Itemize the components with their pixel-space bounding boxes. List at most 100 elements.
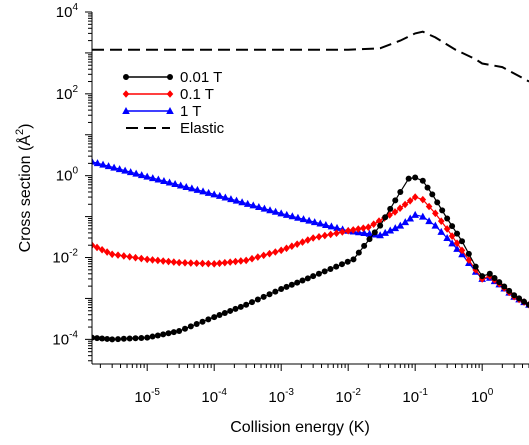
data-point xyxy=(187,323,194,330)
data-point xyxy=(126,253,133,261)
data-point xyxy=(360,229,368,237)
data-point xyxy=(221,309,228,316)
data-point xyxy=(260,251,267,260)
data-point xyxy=(339,228,346,236)
data-point xyxy=(277,209,285,217)
x-tick-label: 10-2 xyxy=(335,387,361,406)
data-point xyxy=(182,325,189,332)
data-point xyxy=(148,174,157,182)
data-point xyxy=(248,299,255,306)
data-point xyxy=(104,335,111,342)
data-point xyxy=(479,273,486,280)
data-point xyxy=(108,250,116,259)
data-point xyxy=(165,178,174,186)
data-point xyxy=(321,231,329,240)
data-point xyxy=(249,201,258,209)
data-point xyxy=(366,236,373,243)
data-point xyxy=(143,255,151,264)
data-point xyxy=(99,160,107,168)
data-point xyxy=(376,231,384,239)
data-point xyxy=(243,301,250,308)
data-point xyxy=(205,316,212,323)
y-axis-label: Cross section (Å2) xyxy=(14,124,34,253)
data-point xyxy=(176,181,185,189)
data-point xyxy=(154,332,161,339)
data-point xyxy=(272,288,279,295)
data-point xyxy=(419,195,427,204)
data-point xyxy=(188,184,196,192)
data-point xyxy=(526,301,529,308)
x-tick-labels: 10-5 10-4 10-3 10-2 10-1 100 xyxy=(134,387,493,406)
x-tick-label: 10-3 xyxy=(268,387,294,406)
data-point xyxy=(94,335,101,342)
data-point xyxy=(232,257,239,266)
data-point xyxy=(375,217,383,225)
data-point xyxy=(132,253,139,262)
data-point xyxy=(237,257,245,265)
data-point xyxy=(99,335,106,342)
data-point xyxy=(458,246,466,255)
data-point xyxy=(506,287,513,294)
data-point xyxy=(465,250,472,257)
data-point xyxy=(226,258,234,266)
data-point xyxy=(126,168,135,176)
data-point xyxy=(472,263,479,270)
data-point xyxy=(109,336,116,343)
data-point xyxy=(365,223,372,232)
data-point xyxy=(350,256,357,263)
data-point xyxy=(144,334,151,341)
data-point xyxy=(429,191,436,198)
data-point xyxy=(381,228,389,236)
data-point xyxy=(232,196,241,204)
data-point xyxy=(182,182,191,190)
data-point xyxy=(360,224,367,232)
data-point xyxy=(511,292,518,299)
data-point xyxy=(171,179,179,187)
data-point xyxy=(132,169,140,177)
data-point xyxy=(260,293,267,300)
data-point xyxy=(344,258,351,265)
data-point xyxy=(293,240,301,248)
data-point xyxy=(138,334,145,341)
data-point xyxy=(238,198,246,206)
data-point xyxy=(448,239,456,247)
data-point xyxy=(396,204,404,213)
data-point xyxy=(327,230,334,239)
data-point xyxy=(193,259,200,268)
data-point xyxy=(205,259,212,268)
data-point xyxy=(338,261,345,268)
data-point xyxy=(496,279,503,286)
data-point xyxy=(283,283,290,290)
data-point xyxy=(304,236,312,244)
data-point xyxy=(401,218,410,226)
data-point xyxy=(419,212,427,220)
data-point xyxy=(278,286,285,293)
y-axis-label-sup: 2 xyxy=(14,129,26,135)
data-point xyxy=(110,163,118,171)
data-point xyxy=(310,218,319,226)
data-point xyxy=(310,273,317,280)
data-point xyxy=(411,210,419,218)
data-point xyxy=(327,222,336,230)
data-point xyxy=(283,244,290,253)
data-point xyxy=(254,296,261,303)
data-point xyxy=(242,256,250,265)
legend-marker xyxy=(122,90,130,98)
data-point xyxy=(154,175,163,183)
data-point xyxy=(437,217,445,225)
data-point xyxy=(401,200,409,209)
data-point xyxy=(282,210,291,218)
x-tick-label: 100 xyxy=(471,387,494,406)
data-point xyxy=(266,249,273,258)
data-point xyxy=(149,256,156,264)
data-point xyxy=(371,229,378,236)
data-point xyxy=(221,258,229,267)
data-point xyxy=(439,207,446,214)
data-point xyxy=(93,243,101,252)
data-point xyxy=(449,223,456,230)
data-point xyxy=(210,260,218,268)
x-tick-label: 10-5 xyxy=(134,387,160,406)
data-point xyxy=(419,177,426,184)
legend-marker xyxy=(122,107,130,114)
data-point xyxy=(175,258,183,267)
